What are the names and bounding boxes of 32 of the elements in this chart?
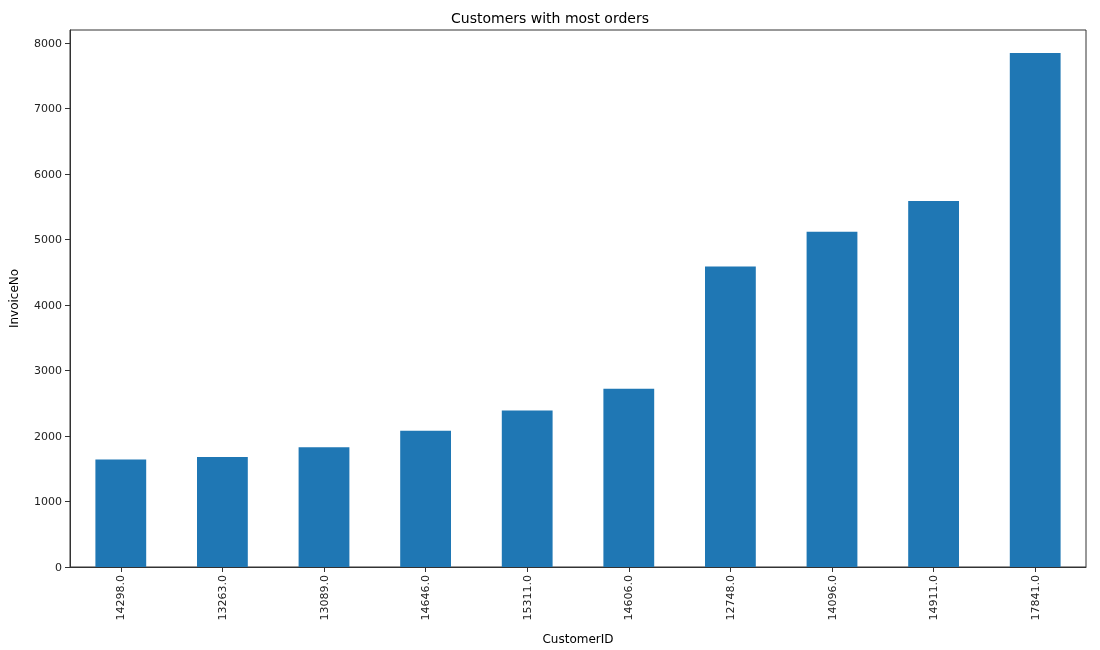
bar [400,430,451,567]
bar [908,200,959,567]
x-tick-label: 13263.0 [215,575,229,621]
bar [1009,52,1061,567]
y-tick-label: 3000 [34,364,62,378]
y-tick-label: 4000 [34,298,62,312]
y-tick-label: 7000 [34,102,62,116]
x-tick-label: 14646.0 [419,575,433,621]
x-tick-label: 12748.0 [723,575,737,621]
y-tick-label: 0 [55,560,62,574]
bar [705,266,756,567]
x-tick-label: 13089.0 [317,575,331,621]
x-tick-label: 14606.0 [622,575,636,621]
x-axis-title: CustomerID [542,632,614,646]
bar [603,388,655,567]
x-tick-label: 14911.0 [927,575,941,621]
bar [501,410,553,567]
bar [197,456,248,567]
y-tick-label: 6000 [34,167,62,181]
y-tick-label: 2000 [34,429,62,443]
y-axis-title: InvoiceNo [7,268,21,329]
x-tick-label: 17841.0 [1028,575,1042,621]
x-tick-label: 14298.0 [114,575,128,621]
chart-title: Customers with most orders [451,10,649,26]
y-tick-label: 5000 [34,233,62,247]
bar [806,231,858,567]
bar [298,447,350,567]
y-tick-label: 1000 [34,495,62,509]
bar [95,459,147,567]
x-tick-label: 15311.0 [520,575,534,621]
x-tick-label: 14096.0 [825,575,839,621]
y-tick-label: 8000 [34,36,62,50]
